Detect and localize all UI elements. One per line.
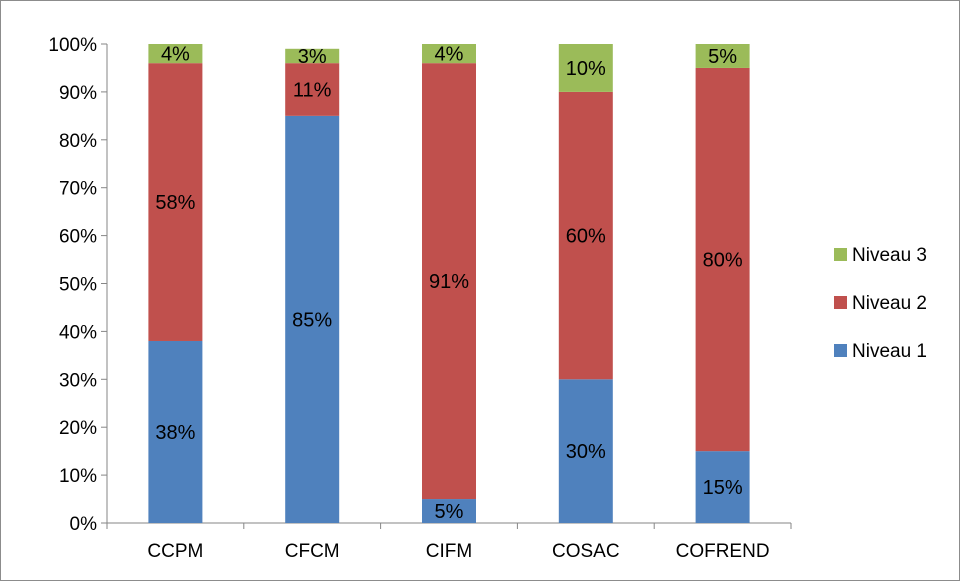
data-label: 85% — [292, 309, 332, 331]
y-tick-label: 30% — [59, 370, 97, 391]
bar-stack: 5% 91% 4% — [422, 44, 476, 523]
bar-stack: 30% 60% 10% — [558, 44, 613, 523]
bar-segment-niveau-1 — [285, 115, 340, 523]
y-tick-label: 20% — [59, 418, 97, 439]
bar-segment-niveau-3 — [148, 44, 203, 64]
bar-segment-niveau-3 — [558, 44, 613, 92]
bar-segment-niveau-3 — [422, 44, 476, 64]
y-tick-label: 70% — [59, 179, 97, 200]
legend-item: Niveau 3 — [834, 245, 927, 266]
data-label: 5% — [708, 46, 737, 68]
bar-segment-niveau-1 — [148, 340, 203, 523]
legend-swatch — [834, 248, 847, 261]
legend-item: Niveau 2 — [834, 293, 927, 314]
bar-segment-niveau-1 — [558, 379, 613, 523]
data-label: 3% — [298, 46, 327, 68]
legend-label: Niveau 1 — [852, 341, 927, 362]
x-tick-label: CFCM — [285, 541, 340, 562]
bar-segment-niveau-1 — [695, 451, 750, 523]
x-tick-label: CIFM — [426, 541, 472, 562]
x-tick-label: CCPM — [147, 541, 203, 562]
data-label: 30% — [566, 441, 606, 463]
bar-segment-niveau-2 — [148, 63, 203, 341]
legend-swatch — [834, 296, 847, 309]
y-tick-label: 80% — [59, 131, 97, 152]
data-label: 15% — [703, 477, 743, 499]
x-axis: CCPM CFCM CIFM COSAC COFREND — [106, 522, 792, 562]
y-tick-label: 40% — [59, 322, 97, 343]
y-tick-label: 10% — [59, 466, 97, 487]
data-label: 58% — [155, 192, 195, 214]
legend-label: Niveau 2 — [852, 293, 927, 314]
legend: Niveau 3 Niveau 2 Niveau 1 — [834, 245, 927, 362]
y-axis: 0% 10% 20% 30% 40% 50% 60% 70% 80% 90% 100% — [48, 35, 108, 535]
y-tick-label: 60% — [59, 227, 97, 248]
legend-swatch — [834, 344, 847, 357]
bar-stack: 15% 80% 5% — [695, 44, 750, 523]
bars: 38% 58% 4% 85% 11% 3% 5% 91% 4% 30% 60% 10% 15% 80% 5% — [148, 44, 750, 523]
bar-segment-niveau-3 — [285, 48, 340, 64]
legend-item: Niveau 1 — [834, 341, 927, 362]
data-label: 10% — [566, 58, 606, 80]
y-tick-label: 90% — [59, 83, 97, 104]
y-tick-label: 0% — [70, 514, 98, 535]
data-label: 11% — [293, 80, 332, 102]
data-label: 60% — [566, 226, 606, 248]
bar-segment-niveau-2 — [558, 91, 613, 380]
data-label: 4% — [161, 44, 190, 66]
data-label: 5% — [435, 501, 464, 523]
bar-stack: 38% 58% 4% — [148, 44, 203, 523]
data-label: 80% — [703, 250, 743, 272]
bar-segment-niveau-2 — [422, 63, 476, 500]
y-tick-label: 100% — [48, 35, 97, 56]
data-label: 4% — [435, 44, 464, 66]
bar-stack: 85% 11% 3% — [285, 46, 340, 523]
data-label: 91% — [429, 271, 469, 293]
bar-segment-niveau-2 — [285, 63, 340, 116]
bar-segment-niveau-3 — [695, 44, 750, 68]
x-tick-label: COFREND — [676, 541, 770, 562]
bar-segment-niveau-1 — [422, 499, 476, 523]
data-label: 38% — [155, 422, 195, 444]
bar-segment-niveau-2 — [695, 67, 750, 452]
x-tick-label: COSAC — [552, 541, 620, 562]
legend-label: Niveau 3 — [852, 245, 927, 266]
y-tick-label: 50% — [59, 275, 97, 296]
